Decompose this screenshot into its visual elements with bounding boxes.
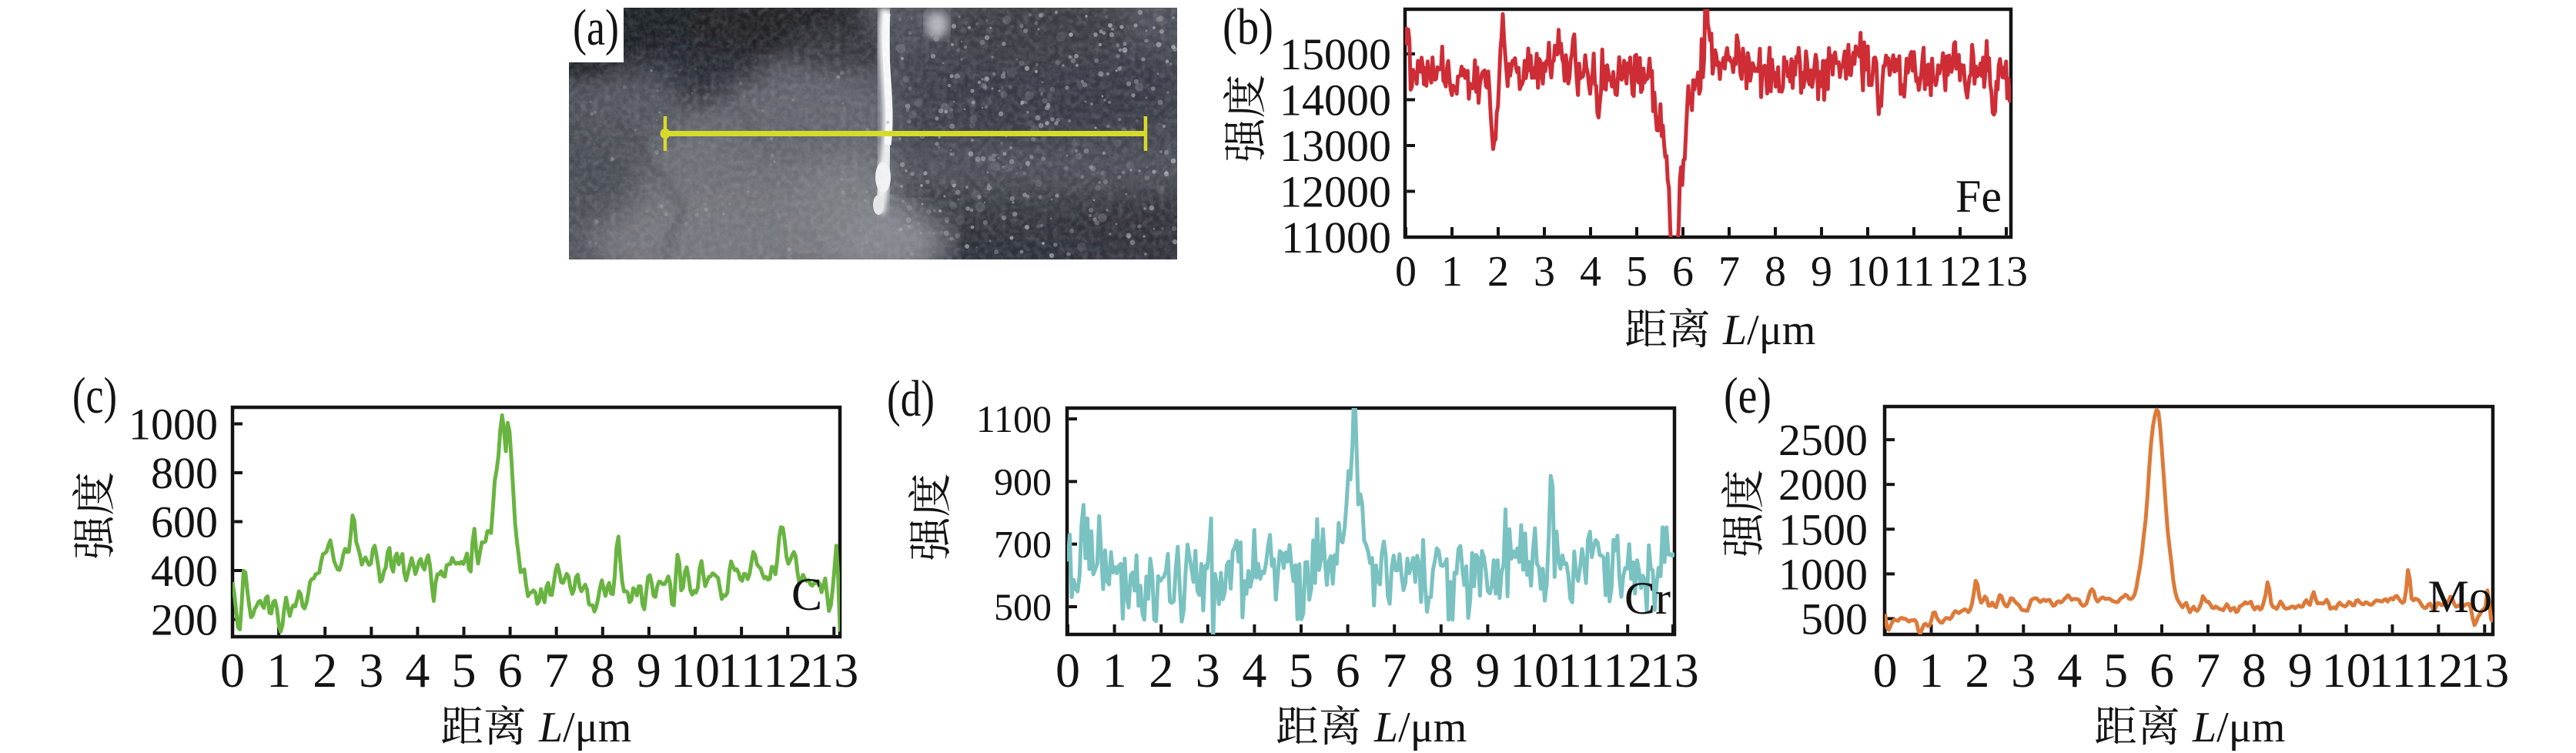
svg-text:Mo: Mo — [2428, 571, 2492, 622]
svg-text:L/μm: L/μm — [1722, 306, 1815, 354]
svg-text:200: 200 — [151, 595, 218, 645]
svg-text:8: 8 — [590, 643, 615, 698]
svg-text:(b): (b) — [1223, 0, 1273, 55]
svg-text:(d): (d) — [887, 370, 935, 427]
svg-text:1: 1 — [1441, 248, 1463, 296]
svg-text:4: 4 — [405, 643, 430, 698]
svg-text:5: 5 — [2103, 643, 2128, 698]
svg-text:4: 4 — [2057, 643, 2082, 698]
svg-text:(e): (e) — [1724, 367, 1771, 424]
svg-text:9: 9 — [637, 643, 661, 698]
svg-text:5: 5 — [452, 643, 477, 698]
svg-text:600: 600 — [151, 497, 218, 547]
svg-text:L/μm: L/μm — [1373, 704, 1467, 751]
svg-text:L/μm: L/μm — [538, 704, 631, 751]
svg-text:6: 6 — [498, 643, 523, 698]
svg-text:1: 1 — [1919, 643, 1944, 698]
svg-text:1: 1 — [266, 643, 291, 698]
svg-text:8: 8 — [2242, 643, 2267, 698]
svg-text:0: 0 — [1395, 248, 1417, 296]
svg-text:Cr: Cr — [1624, 573, 1671, 624]
svg-text:10: 10 — [1510, 643, 1559, 698]
svg-text:0: 0 — [1873, 643, 1898, 698]
svg-text:0: 0 — [220, 643, 245, 698]
svg-text:9: 9 — [1811, 248, 1832, 296]
svg-text:12000: 12000 — [1280, 167, 1391, 217]
svg-text:L/μm: L/μm — [2192, 704, 2285, 751]
svg-text:9: 9 — [2288, 643, 2313, 698]
svg-text:6: 6 — [1672, 248, 1694, 296]
svg-text:9: 9 — [1475, 643, 1500, 698]
svg-text:1500: 1500 — [1778, 504, 1868, 554]
svg-text:10: 10 — [1846, 248, 1889, 296]
svg-text:0: 0 — [1055, 643, 1080, 698]
svg-text:(a): (a) — [573, 0, 619, 56]
svg-text:700: 700 — [994, 523, 1052, 566]
svg-text:3: 3 — [359, 643, 383, 698]
svg-text:800: 800 — [151, 448, 218, 498]
svg-text:400: 400 — [151, 546, 218, 596]
svg-text:3: 3 — [2011, 643, 2036, 698]
svg-text:6: 6 — [1336, 643, 1360, 698]
svg-text:11: 11 — [1893, 248, 1935, 296]
svg-text:12: 12 — [763, 643, 812, 698]
svg-text:12: 12 — [1939, 248, 1982, 296]
svg-text:15000: 15000 — [1280, 29, 1391, 79]
svg-text:8: 8 — [1429, 643, 1454, 698]
svg-text:13: 13 — [1985, 248, 2028, 296]
svg-text:900: 900 — [994, 460, 1052, 503]
svg-text:10: 10 — [2322, 643, 2371, 698]
svg-text:6: 6 — [2149, 643, 2174, 698]
svg-text:4: 4 — [1242, 643, 1266, 698]
svg-text:13: 13 — [809, 643, 858, 698]
svg-text:7: 7 — [2196, 643, 2220, 698]
svg-text:8: 8 — [1765, 248, 1786, 296]
svg-text:7: 7 — [1718, 248, 1740, 296]
svg-text:2000: 2000 — [1778, 460, 1868, 510]
svg-text:5: 5 — [1626, 248, 1648, 296]
svg-text:2: 2 — [1149, 643, 1173, 698]
svg-text:4: 4 — [1580, 248, 1601, 296]
svg-text:Fe: Fe — [1955, 171, 2002, 222]
svg-text:3: 3 — [1196, 643, 1220, 698]
svg-text:13000: 13000 — [1280, 121, 1391, 171]
svg-text:7: 7 — [1382, 643, 1407, 698]
svg-text:1: 1 — [1102, 643, 1127, 698]
svg-text:13: 13 — [2460, 643, 2509, 698]
svg-text:C: C — [791, 569, 822, 620]
svg-text:2: 2 — [1487, 248, 1509, 296]
svg-text:7: 7 — [544, 643, 569, 698]
svg-text:1000: 1000 — [129, 400, 218, 450]
svg-text:2: 2 — [313, 643, 337, 698]
svg-text:10: 10 — [671, 643, 720, 698]
svg-text:500: 500 — [1801, 594, 1868, 644]
svg-text:11000: 11000 — [1281, 213, 1391, 263]
svg-text:1000: 1000 — [1778, 549, 1868, 599]
svg-text:500: 500 — [994, 585, 1052, 628]
svg-text:13: 13 — [1650, 643, 1699, 698]
svg-text:1100: 1100 — [976, 397, 1052, 440]
svg-text:2500: 2500 — [1778, 415, 1868, 465]
svg-text:11: 11 — [2369, 643, 2417, 698]
svg-text:(c): (c) — [72, 367, 117, 424]
svg-text:3: 3 — [1534, 248, 1555, 296]
svg-text:11: 11 — [718, 643, 765, 698]
svg-text:5: 5 — [1289, 643, 1313, 698]
svg-text:12: 12 — [1603, 643, 1652, 698]
svg-text:12: 12 — [2414, 643, 2463, 698]
svg-text:2: 2 — [1965, 643, 1989, 698]
svg-text:14000: 14000 — [1280, 75, 1391, 126]
svg-text:11: 11 — [1557, 643, 1605, 698]
